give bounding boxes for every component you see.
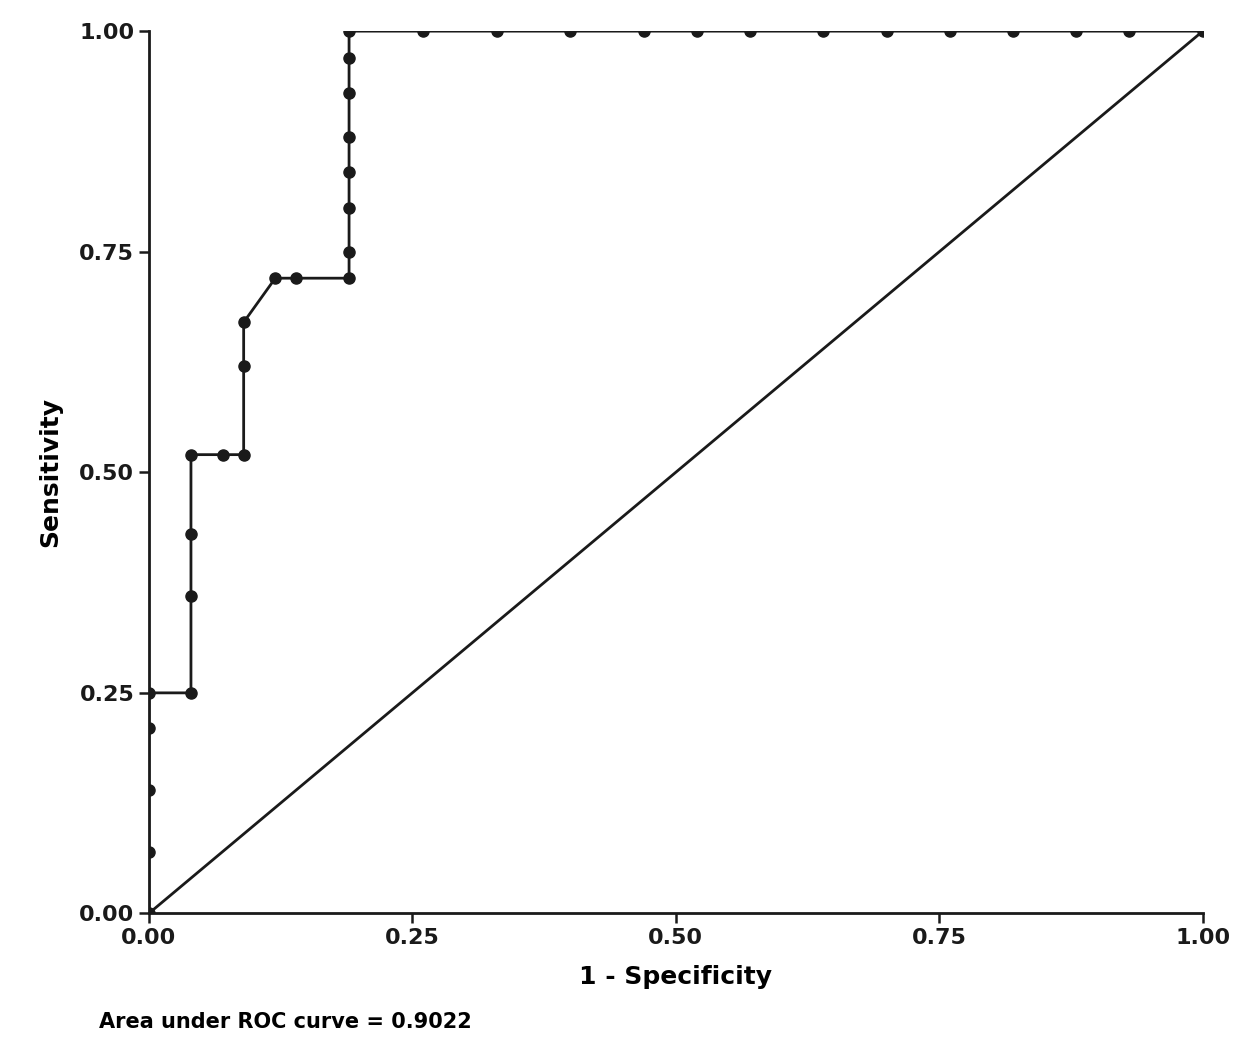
Y-axis label: Sensitivity: Sensitivity	[38, 398, 62, 547]
X-axis label: 1 - Specificity: 1 - Specificity	[579, 964, 773, 988]
Text: Area under ROC curve = 0.9022: Area under ROC curve = 0.9022	[99, 1012, 472, 1032]
